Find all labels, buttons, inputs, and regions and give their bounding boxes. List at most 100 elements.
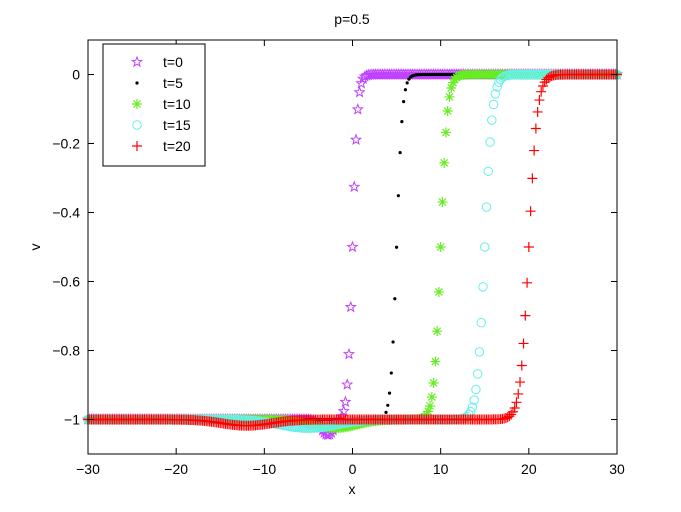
x-tick-label: 30 bbox=[609, 461, 625, 477]
data-point bbox=[525, 206, 536, 217]
data-point bbox=[425, 400, 436, 411]
data-point bbox=[351, 103, 364, 115]
data-point bbox=[532, 106, 543, 117]
data-point bbox=[515, 377, 526, 388]
data-point bbox=[442, 106, 453, 117]
legend-item: t=20 bbox=[132, 138, 191, 154]
data-point bbox=[474, 347, 485, 357]
data-point bbox=[494, 77, 504, 88]
x-tick-label: −10 bbox=[252, 461, 276, 477]
data-point bbox=[518, 338, 529, 349]
data-point bbox=[446, 83, 457, 94]
legend-marker bbox=[130, 55, 144, 68]
y-tick-label: −1 bbox=[64, 412, 80, 428]
data-point bbox=[523, 242, 534, 252]
data-point bbox=[483, 166, 494, 177]
data-point bbox=[444, 91, 455, 102]
legend-label: t=10 bbox=[163, 96, 191, 112]
data-point bbox=[487, 115, 497, 125]
data-point bbox=[439, 157, 450, 168]
curves bbox=[81, 68, 624, 441]
data-point bbox=[393, 297, 397, 301]
data-point bbox=[386, 403, 390, 407]
data-point bbox=[530, 123, 541, 134]
legend-marker bbox=[132, 99, 142, 109]
data-point bbox=[435, 242, 446, 252]
data-point bbox=[403, 88, 407, 92]
data-point bbox=[509, 403, 520, 414]
data-point bbox=[402, 100, 406, 104]
data-point bbox=[516, 360, 527, 371]
data-point bbox=[513, 388, 524, 399]
data-point bbox=[529, 145, 540, 156]
data-point bbox=[534, 95, 545, 106]
data-point bbox=[440, 127, 451, 138]
data-point bbox=[490, 89, 501, 99]
x-tick-label: 0 bbox=[349, 461, 357, 477]
data-point bbox=[536, 86, 547, 97]
data-point bbox=[481, 202, 492, 212]
data-point bbox=[398, 150, 402, 155]
data-point bbox=[346, 240, 359, 253]
data-point bbox=[387, 391, 392, 395]
y-tick-label: 0 bbox=[72, 67, 80, 83]
x-tick-label: 20 bbox=[521, 461, 537, 477]
data-point bbox=[344, 300, 357, 313]
x-ticks: −30 −20 −10 0 10 20 30 bbox=[76, 40, 625, 477]
data-point bbox=[426, 392, 437, 403]
data-point bbox=[478, 282, 488, 292]
y-tick-label: −0.4 bbox=[52, 205, 80, 221]
legend-marker bbox=[135, 81, 139, 85]
data-point bbox=[407, 77, 411, 81]
x-tick-label: −30 bbox=[76, 461, 100, 477]
data-point bbox=[448, 77, 459, 88]
data-point bbox=[400, 119, 404, 124]
legend-item: t=10 bbox=[132, 96, 191, 112]
data-point bbox=[337, 404, 350, 417]
data-point bbox=[391, 340, 395, 344]
data-point bbox=[437, 197, 448, 208]
data-point bbox=[348, 180, 361, 193]
data-point bbox=[488, 99, 499, 110]
x-tick-label: −20 bbox=[164, 461, 188, 477]
legend-label: t=15 bbox=[163, 117, 191, 133]
y-axis-label: v bbox=[27, 244, 43, 251]
legend-label: t=0 bbox=[163, 54, 183, 70]
data-point bbox=[506, 409, 517, 420]
data-point bbox=[430, 356, 441, 367]
y-ticks: 0 −0.2 −0.4 −0.6 −0.8 −1 bbox=[52, 67, 617, 428]
legend-box bbox=[102, 43, 206, 167]
legend-items: t=0 t=5 t=10 t=15 t=20 bbox=[130, 54, 191, 154]
y-tick-label: −0.2 bbox=[52, 136, 80, 152]
data-point bbox=[453, 71, 464, 82]
data-point bbox=[405, 81, 409, 85]
data-point bbox=[342, 347, 356, 360]
data-point bbox=[520, 310, 531, 321]
data-point bbox=[485, 137, 495, 147]
chart-title: p=0.5 bbox=[334, 11, 370, 27]
data-point bbox=[480, 242, 490, 252]
data-point bbox=[423, 406, 434, 417]
data-point bbox=[428, 377, 439, 388]
data-point bbox=[353, 85, 366, 98]
data-point bbox=[394, 245, 399, 249]
data-point bbox=[339, 395, 352, 408]
data-point bbox=[433, 286, 444, 297]
data-point bbox=[389, 371, 393, 375]
x-tick-label: 10 bbox=[433, 461, 449, 477]
legend-item: t=5 bbox=[135, 75, 183, 91]
y-tick-label: −0.6 bbox=[52, 274, 80, 290]
data-point bbox=[527, 173, 538, 184]
legend-label: t=5 bbox=[163, 75, 183, 91]
data-point bbox=[472, 369, 483, 379]
data-point bbox=[467, 402, 478, 412]
legend: t=0 t=5 t=10 t=15 t=20 bbox=[102, 43, 206, 167]
data-point bbox=[471, 384, 481, 395]
legend-marker bbox=[132, 120, 142, 130]
data-point bbox=[476, 317, 486, 328]
legend-marker bbox=[132, 141, 142, 151]
legend-label: t=20 bbox=[163, 138, 191, 154]
data-point bbox=[511, 397, 522, 408]
data-point bbox=[469, 395, 479, 405]
